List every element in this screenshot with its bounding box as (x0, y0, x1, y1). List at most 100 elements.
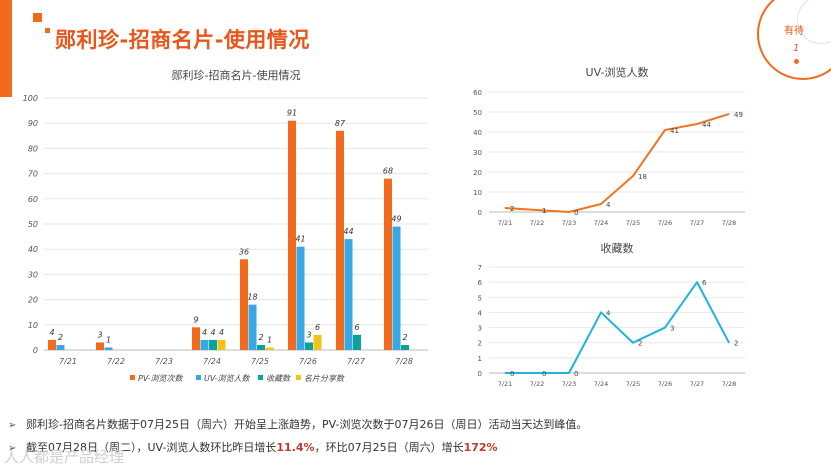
data-point (536, 372, 538, 374)
data-label: 2 (402, 333, 407, 342)
y-tick-label: 40 (28, 245, 38, 254)
corner-dot (794, 59, 799, 64)
data-label: 3 (670, 325, 674, 333)
data-point (728, 113, 730, 115)
y-tick-label: 2 (478, 340, 482, 348)
x-tick-label: 7/24 (594, 219, 609, 227)
bar (384, 178, 392, 350)
x-tick-label: 7/28 (395, 357, 413, 366)
data-label: 1 (267, 335, 272, 344)
data-point (728, 342, 730, 344)
y-tick-label: 80 (28, 144, 38, 153)
legend-label: 收藏数 (266, 374, 291, 383)
data-label: 18 (638, 173, 647, 181)
data-label: 2 (510, 205, 514, 213)
y-tick-label: 4 (478, 309, 483, 317)
legend-label: UV-浏览人数 (204, 374, 251, 383)
x-tick-label: 7/23 (562, 380, 577, 388)
data-label: 2 (638, 340, 642, 348)
y-tick-label: 6 (478, 279, 483, 287)
bullet-arrow-icon: ➢ (8, 420, 17, 431)
data-label: 0 (574, 209, 578, 217)
bar (344, 239, 353, 350)
data-label: 6 (702, 279, 707, 287)
bar (240, 259, 248, 350)
x-tick-label: 7/22 (530, 380, 545, 388)
y-tick-label: 60 (28, 195, 38, 204)
bar (209, 339, 217, 350)
watermark: 人人都是产品经理 (4, 448, 125, 466)
left-accent-bar (0, 0, 12, 97)
y-tick-label: 3 (478, 325, 482, 333)
data-label: 4 (606, 201, 611, 209)
bar (217, 339, 226, 350)
data-label: 4 (210, 328, 215, 337)
data-label: 6 (354, 323, 359, 332)
legend-swatch (296, 375, 301, 380)
y-tick-label: 0 (478, 209, 482, 217)
y-tick-label: 1 (478, 355, 482, 363)
usage-bar-chart: 郧利珍-招商名片-使用情况 0 10 20 30 40 50 60 70 80 90 100 7/21 4… (23, 68, 428, 383)
favorites-line-chart: 收藏数 0 1 2 3 4 5 6 7 7/21 0 7/22 0 7/23 0 7/24 4 7/25 2 7/26… (478, 241, 745, 388)
x-tick-label: 7/25 (626, 380, 641, 388)
data-point (696, 281, 698, 283)
data-label: 44 (702, 121, 711, 129)
data-label: 4 (202, 328, 207, 337)
bar (296, 246, 305, 350)
x-tick-label: 7/21 (498, 380, 513, 388)
data-label: 0 (510, 370, 514, 378)
data-label: 49 (734, 111, 743, 119)
bar (313, 334, 322, 350)
y-tick-label: 20 (473, 169, 482, 177)
title-decor-square (33, 13, 42, 22)
data-point (696, 123, 698, 125)
y-tick-label: 50 (28, 220, 38, 229)
uv-growth-week: 172% (463, 441, 498, 454)
x-tick-label: 7/21 (59, 357, 77, 366)
data-point (504, 207, 506, 209)
x-tick-label: 7/25 (626, 219, 641, 227)
y-tick-label: 10 (28, 321, 38, 330)
x-tick-label: 7/24 (203, 357, 221, 366)
bar (257, 344, 265, 350)
x-tick-label: 7/23 (562, 219, 577, 227)
data-label: 0 (574, 370, 578, 378)
bar (265, 347, 274, 350)
bar (192, 327, 200, 350)
data-point (600, 203, 602, 205)
bar (200, 339, 209, 350)
x-tick-label: 7/27 (690, 219, 705, 227)
data-label: 36 (239, 247, 249, 256)
bar (392, 226, 401, 350)
x-tick-label: 7/26 (299, 357, 317, 366)
y-tick-label: 30 (28, 270, 38, 279)
bar (48, 339, 56, 350)
y-tick-label: 70 (28, 170, 38, 179)
legend-swatch (130, 375, 135, 380)
data-label: 91 (287, 109, 297, 118)
data-label: 3 (306, 330, 311, 339)
series-line (504, 113, 730, 213)
data-point (664, 327, 666, 329)
bar (248, 304, 257, 350)
y-tick-label: 0 (33, 346, 38, 355)
x-tick-label: 7/28 (722, 380, 737, 388)
data-label: 3 (97, 330, 102, 339)
y-tick-label: 30 (473, 149, 482, 157)
data-point (632, 175, 634, 177)
x-tick-label: 7/27 (690, 380, 705, 388)
chart-title: UV-浏览人数 (586, 65, 649, 79)
data-label: 6 (315, 323, 320, 332)
x-tick-label: 7/23 (155, 357, 173, 366)
data-label: 4 (219, 328, 224, 337)
series-line (505, 281, 730, 374)
bar (288, 120, 296, 351)
bar (401, 344, 409, 350)
summary-bullet-1: ➢ 郧利珍-招商名片数据于07月25日（周六）开始呈上涨趋势，PV-浏览次数于07… (8, 416, 587, 432)
y-tick-label: 50 (473, 109, 482, 117)
bar (305, 342, 313, 350)
data-label: 41 (295, 235, 305, 244)
data-label: 41 (670, 127, 679, 135)
summary-bullet-2: ➢ 截至07月28日（周二），UV-浏览人数环比昨日增长11.4%，环比07月25… (8, 439, 498, 455)
legend-label: PV-浏览次数 (138, 374, 183, 383)
